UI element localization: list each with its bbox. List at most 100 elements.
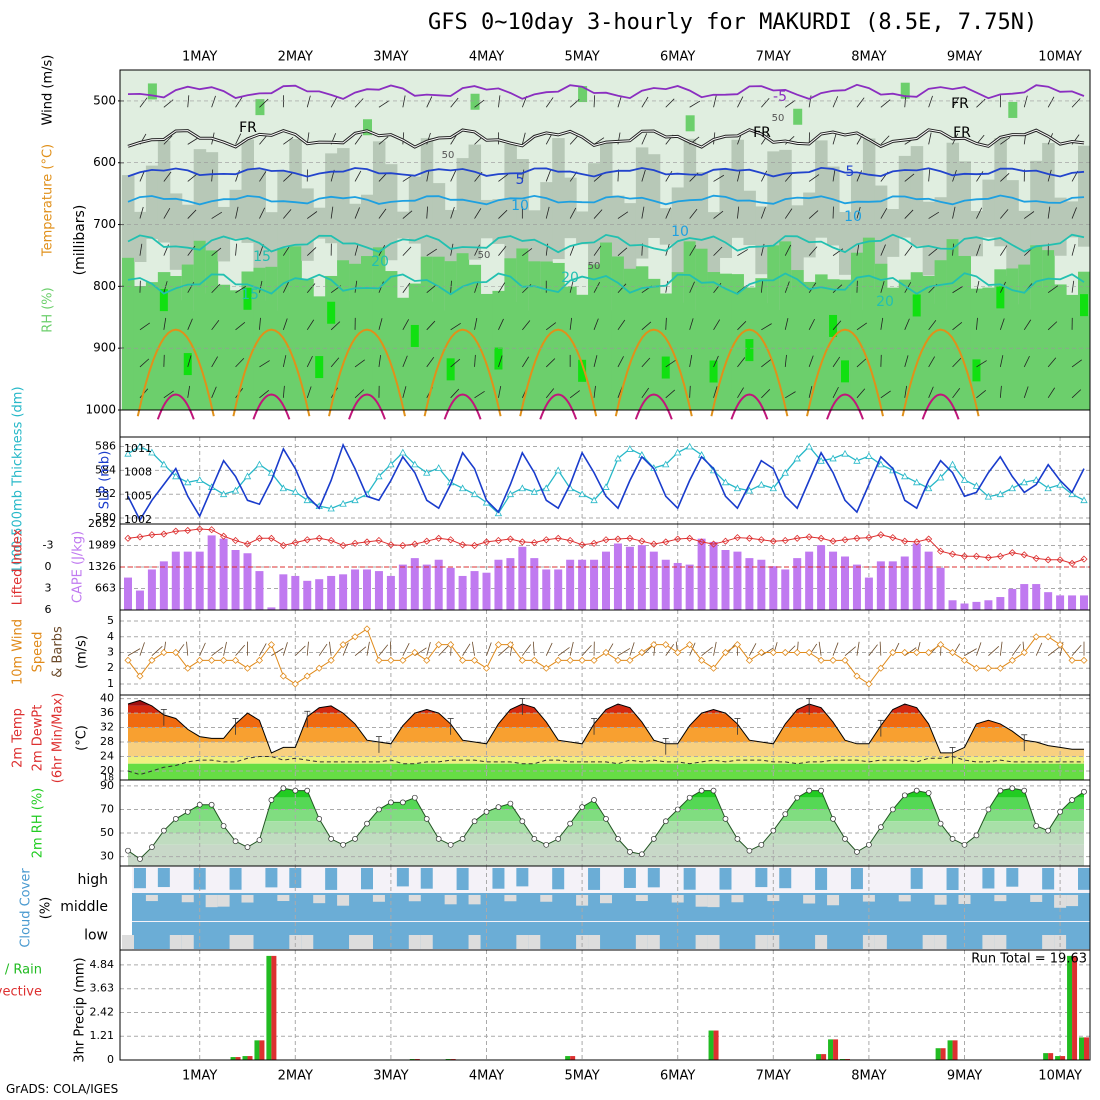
wind-barb [880,317,884,330]
thickness-marker [554,466,562,474]
lifted-index-marker [530,539,538,547]
wind-barb [187,137,199,145]
rh-band-moist [528,261,541,410]
wind-barb [402,132,405,145]
thickness-tick-label: 580 [95,511,116,524]
rh-band-moist [600,242,613,410]
wind-barb [999,355,1004,367]
lifted-index-marker [399,541,407,550]
wind-speed-marker [435,641,443,649]
cape-bar [793,558,802,610]
lifted-index-marker [793,534,801,542]
precip-total-bar [1079,1037,1084,1060]
cloud-high-bar [623,868,636,888]
wind-barb [474,244,480,256]
wind-speed-marker [172,648,180,657]
cape-bar [972,601,981,610]
wind-barb-10m [844,646,856,656]
thickness-marker [972,482,981,489]
rh-band-mid [504,144,517,273]
cloud-middle-gap [803,895,816,904]
wind-barb [498,355,503,368]
wind-barb [952,286,963,294]
cloud-middle-gap [731,895,744,903]
wind-barb [187,95,190,108]
wind-barb [1023,95,1028,108]
thickness-marker [984,492,993,500]
contour-label: 15 [241,287,259,303]
lifted-index-marker [315,534,323,542]
rh-band-saturated [661,356,670,379]
rh-band-moist [145,282,159,410]
wind-barb [761,97,770,108]
cloud-low-gap [767,935,780,949]
wind-barb [856,358,867,368]
cloud-low-gap [169,935,182,949]
isotherm-30 [634,393,673,420]
cloud-high-bar [1042,868,1055,890]
wind-barb [641,96,649,108]
wind-speed-marker [148,656,156,664]
rh-band-moist [122,257,135,410]
isotherm-30 [730,393,769,420]
dewpoint-line [127,755,1084,776]
wind-barb [450,170,457,182]
cloud-middle-gap [1066,895,1079,907]
thickness-marker [423,468,431,476]
wind-barb [1047,357,1057,368]
rh-2m-marker [232,838,239,845]
lifted-index-tick-label: -3 [43,539,54,552]
wind-barb [976,360,987,368]
cloud-high-bar [588,868,601,890]
wind-barb-10m [581,644,592,656]
isotherm-20 [127,272,1085,296]
rh-band-moist [1066,294,1079,410]
rh-2m-marker [1009,785,1016,792]
rh-2m-marker [196,801,203,808]
lifted-index-marker [447,536,455,544]
wind-barb [1023,386,1029,398]
wind-barb [426,96,433,108]
wind-barb [976,171,984,182]
rh-2m-marker [830,816,836,822]
wind-barb [856,388,866,399]
wind-speed-marker [399,656,407,664]
wind-barb [952,387,961,399]
wind-barb [617,356,624,368]
wind-barb [904,355,909,368]
wind-barb [330,357,340,368]
rh-2m-marker [913,787,920,794]
cloud-low-gap [982,935,995,949]
rh-band-mid [492,199,505,244]
wind-barb-10m [259,643,267,656]
cape-bar [697,538,706,610]
precip-total-bar [254,1040,260,1060]
wind-barb [474,317,478,330]
thickness-marker [578,490,586,498]
wind-barb [211,356,218,368]
wind-speed-marker [972,664,981,672]
wind-speed-marker [530,656,538,664]
lifted-index-marker [913,538,921,546]
lifted-index-marker [124,534,132,542]
precip-total-bar [828,1039,834,1060]
rh-band-moist [886,287,900,410]
thickness-marker [662,460,670,468]
wind-barb [426,169,430,182]
thickness-marker [518,484,527,492]
rh-band-moist-upper [793,108,803,125]
cloud-middle-gap [695,895,708,907]
thickness-marker [375,472,383,480]
pressure-tick-label: 1000 [85,403,116,417]
rh-2m-marker [1081,788,1087,795]
rh-2m-marker [997,787,1004,794]
wind-barb [546,322,557,331]
rh-band-mid [576,211,589,245]
cloud-low-gap [588,935,601,949]
thickness-marker [936,473,945,481]
lifted-index-axis-label: Lifted Index [11,528,26,605]
rh-band-mid [635,147,649,259]
wind-barb [283,245,291,256]
contour-label: FR [951,96,969,112]
wind-barb [832,356,841,368]
